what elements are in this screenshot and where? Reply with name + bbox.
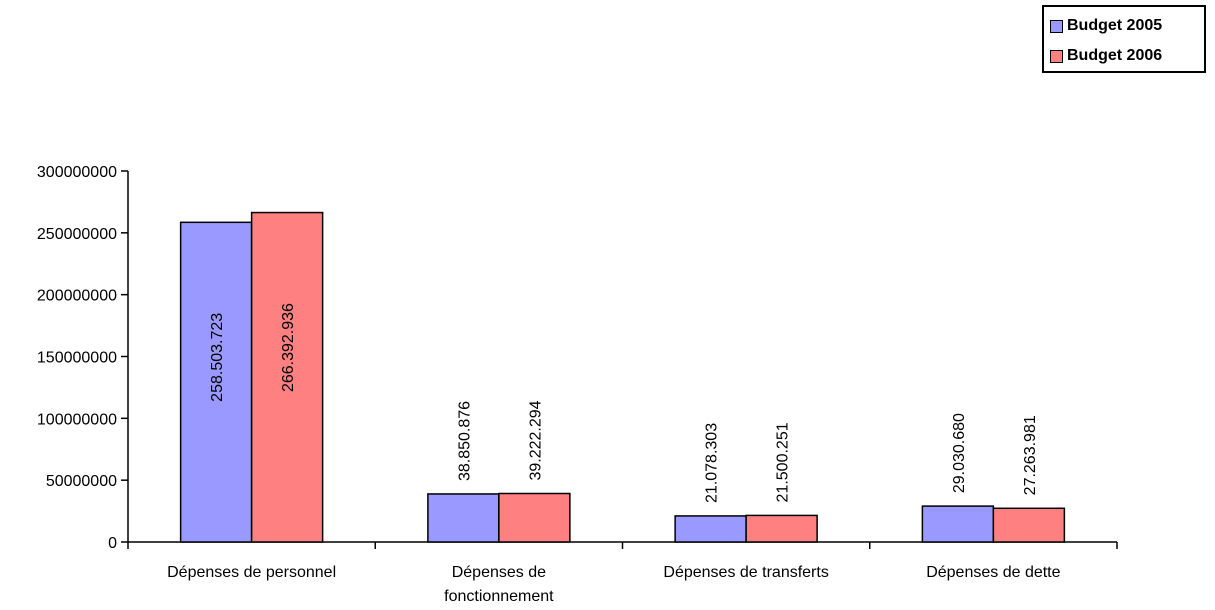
bar-budget-2006-depenses-de-dette [992,507,1066,543]
data-label: 21.500.251 [775,422,792,502]
y-tick-label: 150000000 [37,350,117,367]
bar-budget-2006-depenses-de-transferts [745,514,818,543]
x-category-label-line: Dépenses de [452,564,546,581]
bar-budget-2005-depenses-de-dette [921,505,995,543]
x-category-label: Dépenses de personnel [167,564,336,581]
legend-item-budget-2006: Budget 2006 [1050,41,1204,71]
data-label: 38.850.876 [456,401,473,481]
x-category-label-line: Dépenses de transferts [663,564,828,581]
legend-swatch-budget-2005 [1050,19,1063,33]
data-label: 29.030.680 [951,413,968,493]
data-label: 39.222.294 [527,400,544,480]
bar-budget-2006-depenses-de-personnel [250,211,324,543]
y-tick-label: 0 [108,535,117,552]
x-category-label: Dépenses de transferts [663,564,828,581]
bar-budget-2006-depenses-de-fonctionnement [498,492,571,543]
bar-budget-2005-depenses-de-transferts [674,515,747,543]
legend-label-budget-2006: Budget 2006 [1067,47,1163,64]
x-category-label: Dépenses de dette [926,564,1060,581]
data-label: 258.503.723 [209,313,226,402]
data-label: 27.263.981 [1022,415,1039,495]
legend: Budget 2005 Budget 2006 [1042,5,1206,73]
x-category-label-line: Dépenses de dette [926,564,1060,581]
bar-budget-2005-depenses-de-fonctionnement [427,493,500,543]
y-tick-label: 300000000 [37,164,117,181]
legend-item-budget-2005: Budget 2005 [1050,11,1204,41]
data-label: 21.078.303 [704,423,721,503]
y-tick-label: 100000000 [37,411,117,428]
x-category-label-line: Dépenses de personnel [167,564,336,581]
x-category-label-line: fonctionnement [444,588,554,605]
y-tick-label: 200000000 [37,288,117,305]
y-tick-label: 50000000 [46,473,117,490]
legend-label-budget-2005: Budget 2005 [1067,17,1163,34]
data-label: 266.392.936 [280,303,297,392]
legend-swatch-budget-2006 [1050,49,1063,63]
x-category-label: Dépenses de fonctionnement [444,564,554,605]
y-tick-label: 250000000 [37,226,117,243]
